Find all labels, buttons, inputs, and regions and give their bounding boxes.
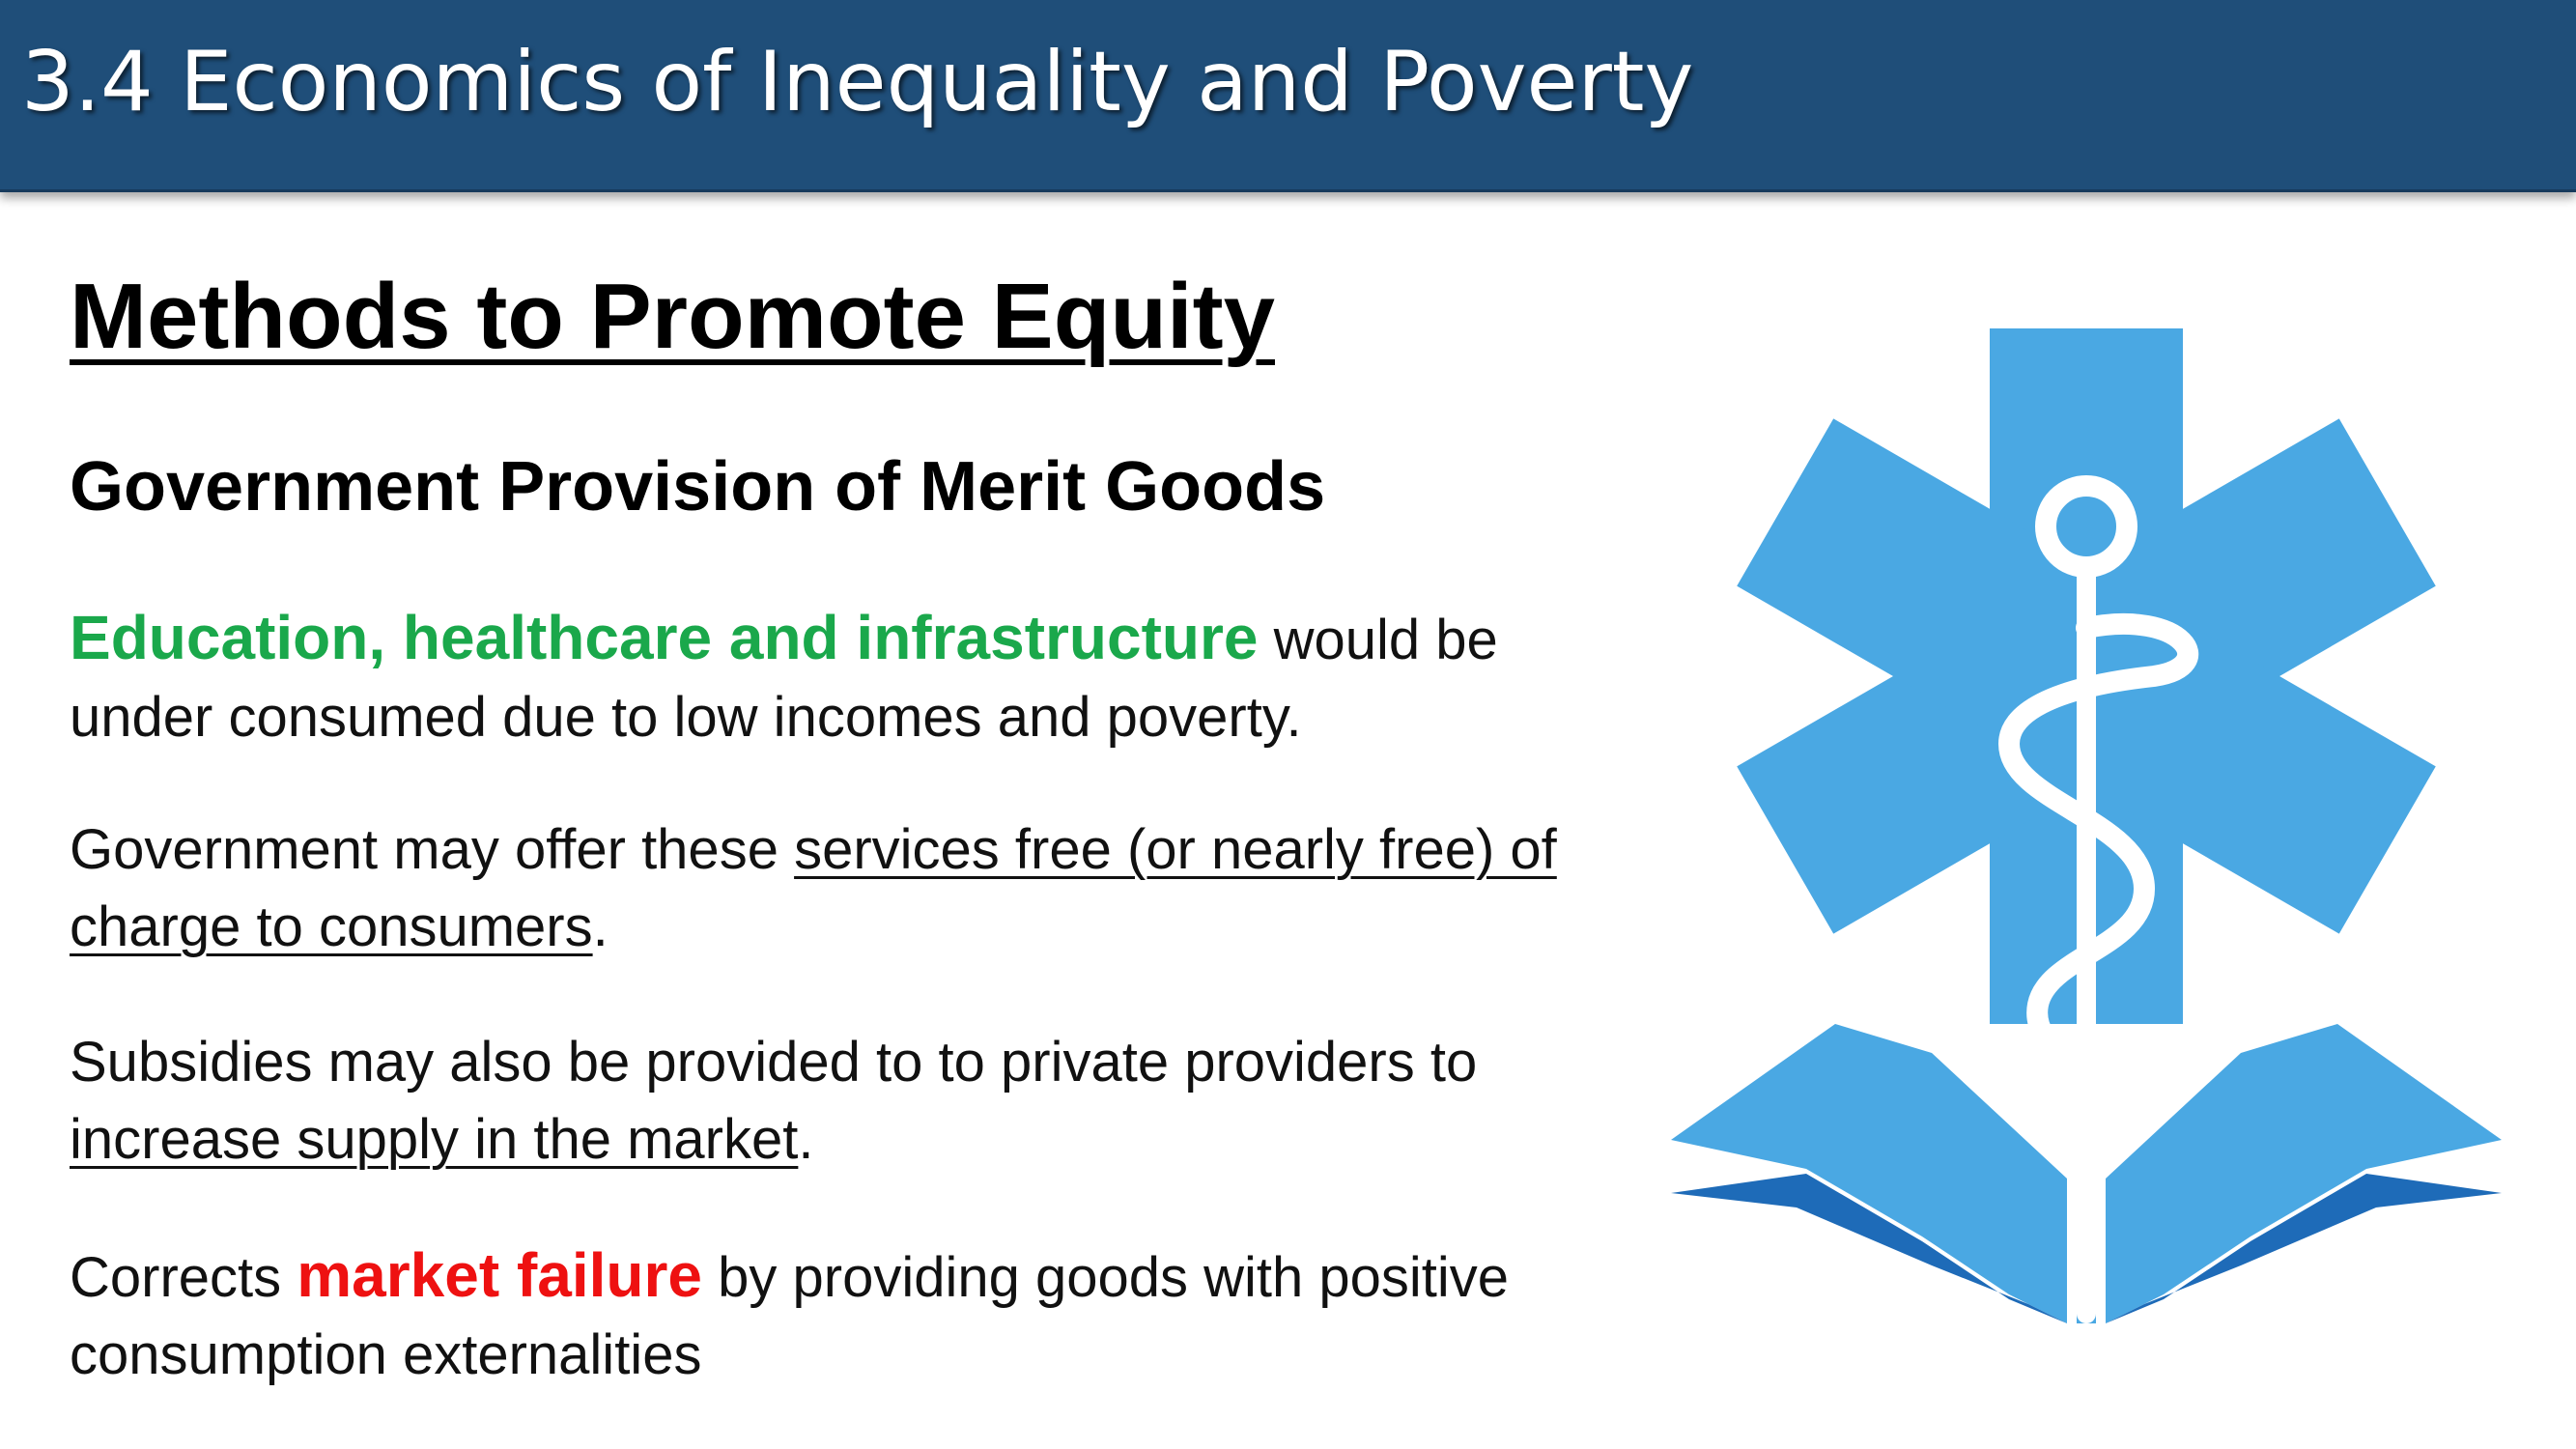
slide-title: 3.4 Economics of Inequality and Poverty [21, 34, 1694, 130]
main-heading: Methods to Promote Equity [70, 265, 1275, 368]
rod-of-asclepius-icon [1997, 475, 2198, 1323]
paragraph-text: would be under consumed due to low incom… [70, 609, 1498, 749]
paragraph-merit-goods: Education, healthcare and infrastructure… [70, 599, 1615, 756]
underlined-increase-supply: increase supply in the market [70, 1108, 799, 1171]
title-bar: 3.4 Economics of Inequality and Poverty [0, 0, 2576, 192]
paragraph-text: by providing goods with positive consump… [70, 1246, 1510, 1386]
paragraph-text: Corrects [70, 1246, 297, 1309]
underlined-free-services: services free (or nearly free) of charge… [70, 818, 1557, 958]
open-book-icon [1671, 1024, 2502, 1323]
sub-heading: Government Provision of Merit Goods [70, 448, 1326, 526]
paragraph-government-offer: Government may offer these services free… [70, 811, 1615, 966]
highlight-market-failure: market failure [297, 1240, 703, 1310]
star-of-life-book-icon [1671, 328, 2502, 1323]
paragraph-text: Subsidies may also be provided to to pri… [70, 1031, 1478, 1094]
paragraph-text: . [798, 1108, 814, 1171]
paragraph-market-failure: Corrects market failure by providing goo… [70, 1236, 1615, 1394]
paragraph-text: . [592, 895, 609, 958]
paragraph-subsidies: Subsidies may also be provided to to pri… [70, 1024, 1615, 1179]
highlight-education-healthcare: Education, healthcare and infrastructure [70, 603, 1259, 672]
paragraph-text: Government may offer these [70, 818, 795, 881]
